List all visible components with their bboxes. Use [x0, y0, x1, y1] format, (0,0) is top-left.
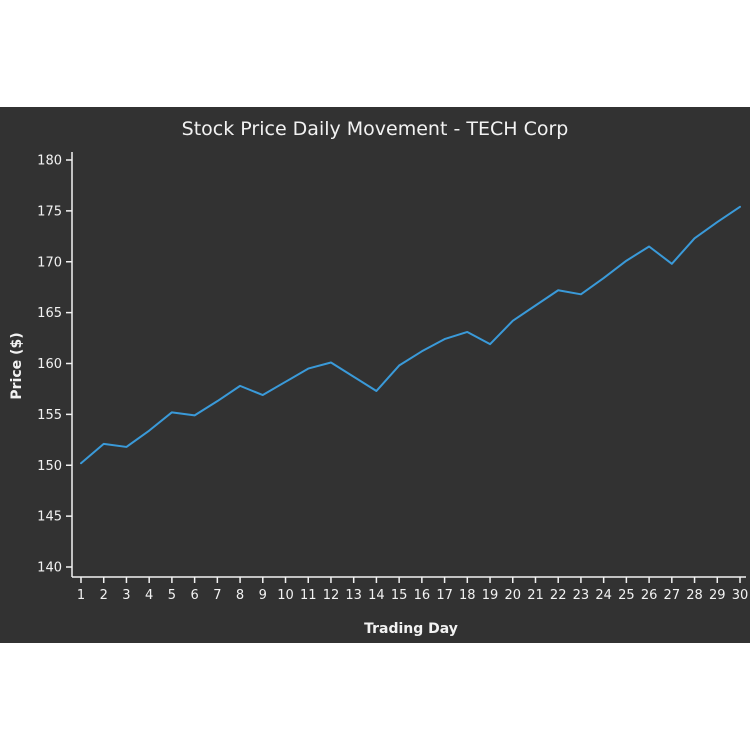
x-tick-label: 7: [213, 588, 221, 603]
x-tick-label: 5: [168, 588, 176, 603]
y-tick-label: 155: [37, 408, 62, 423]
x-tick-label: 18: [459, 588, 476, 603]
x-axis: 1 2 3 4 5 6 7 8 9 10 11 12 13 14 15 16 17 18 19 20 21 22 23 24 2…: [72, 576, 749, 603]
x-tick-label: 25: [618, 588, 635, 603]
x-tick-label: 4: [145, 588, 153, 603]
x-tick-label: 16: [414, 588, 431, 603]
x-tick-label: 19: [482, 588, 499, 603]
y-tick-label: 175: [37, 204, 62, 219]
x-tick-label: 28: [686, 588, 703, 603]
x-tick-label: 10: [277, 588, 294, 603]
x-tick-label: 11: [300, 588, 317, 603]
y-tick-label: 150: [37, 459, 62, 474]
x-tick-label: 29: [709, 588, 726, 603]
y-tick-label: 165: [37, 306, 62, 321]
y-tick-label: 180: [37, 154, 62, 169]
x-tick-label: 20: [504, 588, 521, 603]
x-tick-label: 8: [236, 588, 244, 603]
x-tick-label: 6: [190, 588, 198, 603]
y-tick-label: 145: [37, 510, 62, 525]
series-group: [80, 205, 741, 465]
y-tick-label: 140: [37, 561, 62, 576]
x-tick-label: 14: [368, 588, 385, 603]
x-axis-label: Trading Day: [364, 621, 458, 637]
chart-title: Stock Price Daily Movement - TECH Corp: [182, 118, 569, 140]
y-tick-label: 160: [37, 357, 62, 372]
x-tick-label: 21: [527, 588, 544, 603]
x-tick-label: 17: [436, 588, 453, 603]
x-tick-label: 23: [573, 588, 590, 603]
y-axis-label: Price ($): [9, 332, 25, 399]
x-tick-label: 22: [550, 588, 567, 603]
x-tick-label: 1: [77, 588, 85, 603]
x-tick-label: 27: [664, 588, 681, 603]
x-tick-label: 30: [732, 588, 749, 603]
x-tick-label: 24: [595, 588, 612, 603]
line-chart: Stock Price Daily Movement - TECH Corp T…: [9, 118, 749, 637]
x-tick-label: 15: [391, 588, 408, 603]
chart-panel: Stock Price Daily Movement - TECH Corp T…: [0, 107, 750, 643]
x-tick-label: 12: [323, 588, 340, 603]
x-tick-label: 13: [345, 588, 362, 603]
x-tick-label: 2: [100, 588, 108, 603]
price-series-line: [80, 205, 741, 465]
y-tick-label: 170: [37, 255, 62, 270]
x-tick-label: 9: [259, 588, 267, 603]
x-tick-label: 26: [641, 588, 658, 603]
x-tick-label: 3: [122, 588, 130, 603]
y-axis: 140 145 150 155 160 165 170 175 180: [37, 152, 73, 577]
